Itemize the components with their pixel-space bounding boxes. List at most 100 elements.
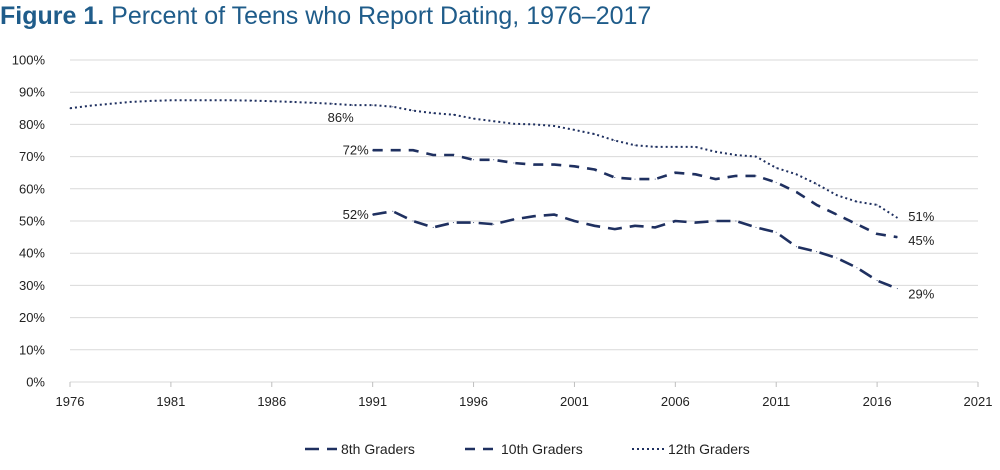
- data-point: [533, 164, 535, 166]
- x-tick-label: 2016: [863, 394, 892, 409]
- data-point: [513, 218, 515, 220]
- y-tick-label: 80%: [19, 117, 45, 132]
- data-point: [89, 105, 91, 107]
- x-tick-label: 1986: [257, 394, 286, 409]
- data-point: [573, 165, 575, 167]
- data-point: [695, 146, 696, 148]
- data-point: [69, 107, 71, 109]
- data-point: [573, 220, 575, 222]
- series-line-12th-graders: [69, 99, 898, 219]
- data-point: [896, 288, 898, 290]
- y-tick-label: 60%: [19, 181, 45, 196]
- data-point: [836, 194, 838, 196]
- series-lines: [69, 99, 898, 290]
- data-point: [836, 214, 838, 216]
- data-point: [311, 102, 313, 104]
- data-point: [331, 103, 333, 105]
- gridlines: [70, 59, 978, 383]
- x-axis: 1976 1981 1986 1991 1996 2001 2006 2011 2016 2021: [56, 382, 993, 409]
- data-point: [715, 220, 717, 222]
- data-point: [452, 154, 454, 156]
- data-point: [392, 106, 394, 108]
- legend-label: 8th Graders: [341, 441, 415, 457]
- data-point: [412, 220, 414, 222]
- data-point: [432, 154, 434, 156]
- data-point: [755, 175, 757, 177]
- data-point: [775, 167, 777, 169]
- figure-title: Percent of Teens who Report Dating, 1976…: [111, 2, 652, 30]
- x-tick-label: 1981: [156, 394, 185, 409]
- y-tick-label: 30%: [19, 278, 45, 293]
- data-point: [795, 173, 797, 175]
- data-point: [816, 251, 818, 253]
- data-point: [715, 151, 717, 153]
- data-point: [856, 201, 858, 203]
- data-point: [856, 267, 858, 269]
- data-point: [856, 223, 858, 225]
- data-point: [251, 100, 253, 102]
- y-tick-label: 50%: [19, 214, 45, 229]
- data-label: 45%: [908, 233, 934, 248]
- data-point: [896, 236, 898, 238]
- chart-title: Figure 1. Percent of Teens who Report Da…: [0, 2, 651, 31]
- data-point: [130, 101, 131, 103]
- data-point: [573, 129, 575, 131]
- data-point: [614, 228, 616, 230]
- data-point: [896, 217, 898, 219]
- data-point: [352, 104, 353, 106]
- data-point: [190, 99, 192, 101]
- series-line-10th-graders: [372, 148, 898, 239]
- data-point: [695, 222, 696, 224]
- data-point: [230, 99, 232, 101]
- y-tick-label: 10%: [19, 342, 45, 357]
- data-point: [634, 144, 636, 146]
- data-point: [735, 175, 737, 177]
- data-point: [614, 177, 616, 178]
- data-point: [170, 99, 172, 101]
- data-point: [634, 225, 636, 227]
- x-tick-label: 2021: [964, 394, 993, 409]
- data-point: [755, 156, 757, 158]
- data-point: [876, 204, 878, 206]
- data-label: 72%: [343, 143, 369, 158]
- data-point: [493, 120, 495, 122]
- data-point: [553, 125, 555, 127]
- data-point: [654, 226, 656, 228]
- data-point: [775, 231, 777, 233]
- data-point: [775, 181, 777, 183]
- figure-label: Figure 1.: [0, 2, 105, 30]
- data-point: [695, 173, 696, 175]
- data-point: [553, 214, 555, 216]
- data-point: [594, 133, 596, 135]
- data-label: 29%: [908, 287, 934, 302]
- y-tick-label: 70%: [19, 149, 45, 164]
- data-point: [372, 214, 374, 216]
- data-point: [392, 149, 394, 151]
- data-point: [594, 225, 596, 227]
- data-point: [735, 154, 737, 156]
- data-point: [795, 191, 797, 193]
- data-point: [493, 159, 495, 161]
- data-point: [109, 103, 111, 105]
- data-label: 52%: [343, 207, 369, 222]
- series-line-8th-graders: [372, 210, 898, 290]
- x-tick-label: 1991: [358, 394, 387, 409]
- x-tick-label: 2001: [560, 394, 589, 409]
- data-point: [735, 220, 737, 222]
- data-point: [412, 110, 414, 112]
- data-point: [473, 118, 475, 120]
- data-point: [271, 100, 273, 102]
- data-point: [533, 215, 535, 217]
- data-point: [452, 114, 454, 116]
- data-point: [876, 233, 878, 235]
- x-tick-label: 2011: [762, 394, 790, 409]
- data-point: [674, 146, 676, 148]
- data-point: [674, 172, 676, 174]
- data-point: [150, 100, 152, 102]
- data-point: [594, 169, 596, 170]
- y-axis: 0% 10% 20% 30% 40% 50% 60% 70% 80% 90% 100%: [12, 53, 46, 390]
- data-point: [452, 222, 454, 224]
- data-point: [715, 178, 717, 180]
- data-point: [533, 123, 535, 125]
